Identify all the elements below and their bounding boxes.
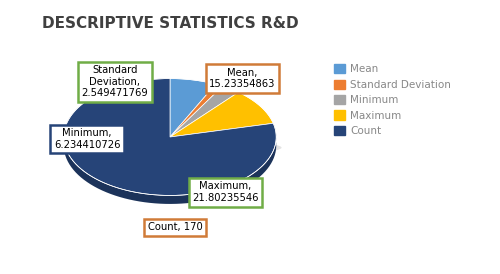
Polygon shape bbox=[64, 79, 276, 195]
Text: Count, 170: Count, 170 bbox=[148, 222, 203, 232]
Polygon shape bbox=[170, 84, 222, 137]
Text: DESCRIPTIVE STATISTICS R&D: DESCRIPTIVE STATISTICS R&D bbox=[42, 16, 298, 32]
Text: Maximum,
21.80235546: Maximum, 21.80235546 bbox=[192, 181, 258, 203]
Legend: Mean, Standard Deviation, Minimum, Maximum, Count: Mean, Standard Deviation, Minimum, Maxim… bbox=[330, 60, 455, 140]
Text: Minimum,
6.234410726: Minimum, 6.234410726 bbox=[54, 128, 120, 150]
Text: Standard
Deviation,
2.549471769: Standard Deviation, 2.549471769 bbox=[82, 65, 148, 98]
Text: Mean,
15.23354863: Mean, 15.23354863 bbox=[209, 68, 276, 89]
Polygon shape bbox=[170, 86, 238, 137]
Ellipse shape bbox=[58, 139, 282, 156]
Polygon shape bbox=[64, 79, 276, 204]
Polygon shape bbox=[170, 92, 274, 137]
Polygon shape bbox=[170, 79, 216, 137]
